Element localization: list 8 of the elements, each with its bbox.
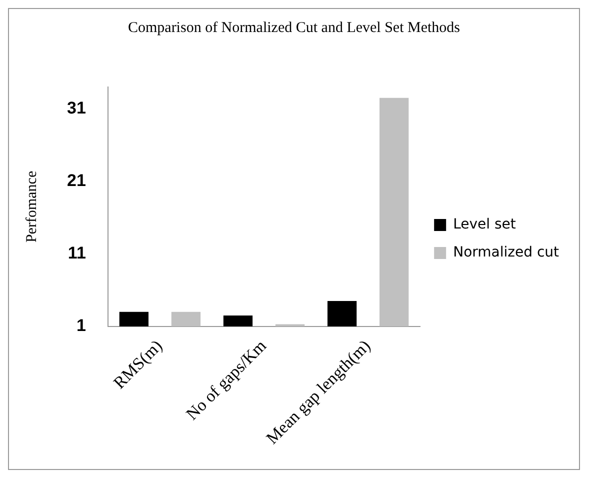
chart-title: Comparison of Normalized Cut and Level Set Methods: [128, 20, 460, 36]
y-axis-title: Perfomance: [24, 170, 40, 243]
y-tick-label: 21: [66, 171, 86, 190]
legend-label: Level set: [453, 216, 516, 233]
y-tick-label: 31: [66, 98, 86, 118]
y-tick-label: 1: [76, 316, 86, 336]
y-tick-label: 11: [68, 244, 86, 263]
legend-label: Normalized cut: [453, 244, 560, 261]
